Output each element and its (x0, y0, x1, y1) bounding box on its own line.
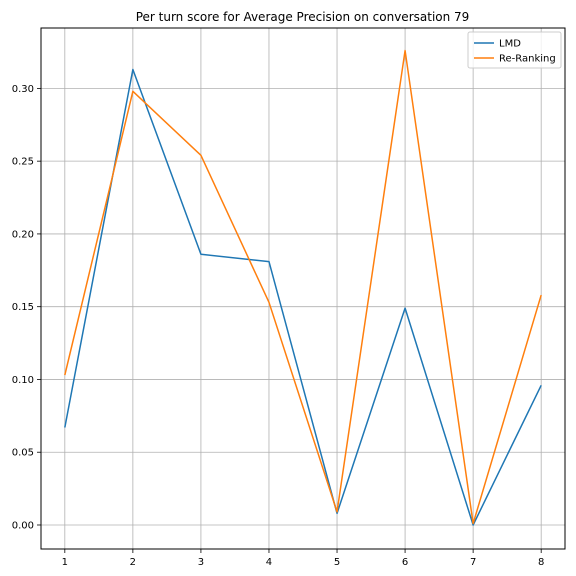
y-tick-label: 0.30 (12, 84, 34, 95)
y-tick-label: 0.20 (12, 229, 34, 240)
chart-title: Per turn score for Average Precision on … (136, 10, 470, 24)
grid (41, 28, 565, 549)
y-tick-label: 0.25 (12, 157, 34, 168)
x-axis: 1 2 3 4 5 6 7 8 (62, 549, 544, 568)
x-tick-label: 8 (538, 557, 544, 568)
series-layer (64, 49, 542, 526)
x-tick-label: 5 (334, 557, 340, 568)
y-axis: 0.00 0.05 0.10 0.15 0.20 0.25 0.30 (12, 84, 41, 531)
series-line-re-ranking (64, 49, 542, 525)
x-tick-label: 3 (198, 557, 204, 568)
legend-label: Re-Ranking (499, 54, 556, 65)
y-tick-label: 0.10 (12, 375, 34, 386)
y-tick-label: 0.05 (12, 448, 34, 459)
legend-box (467, 31, 562, 69)
y-tick-label: 0.00 (12, 520, 34, 531)
x-tick-label: 2 (130, 557, 136, 568)
series-line-lmd (64, 68, 542, 526)
x-tick-label: 6 (402, 557, 408, 568)
plot-frame (40, 27, 566, 550)
y-tick-label: 0.15 (12, 302, 34, 313)
x-tick-label: 4 (266, 557, 272, 568)
x-tick-label: 7 (470, 557, 476, 568)
x-tick-label: 1 (62, 557, 68, 568)
legend: LMD Re-Ranking (467, 31, 562, 69)
legend-label: LMD (499, 39, 521, 50)
